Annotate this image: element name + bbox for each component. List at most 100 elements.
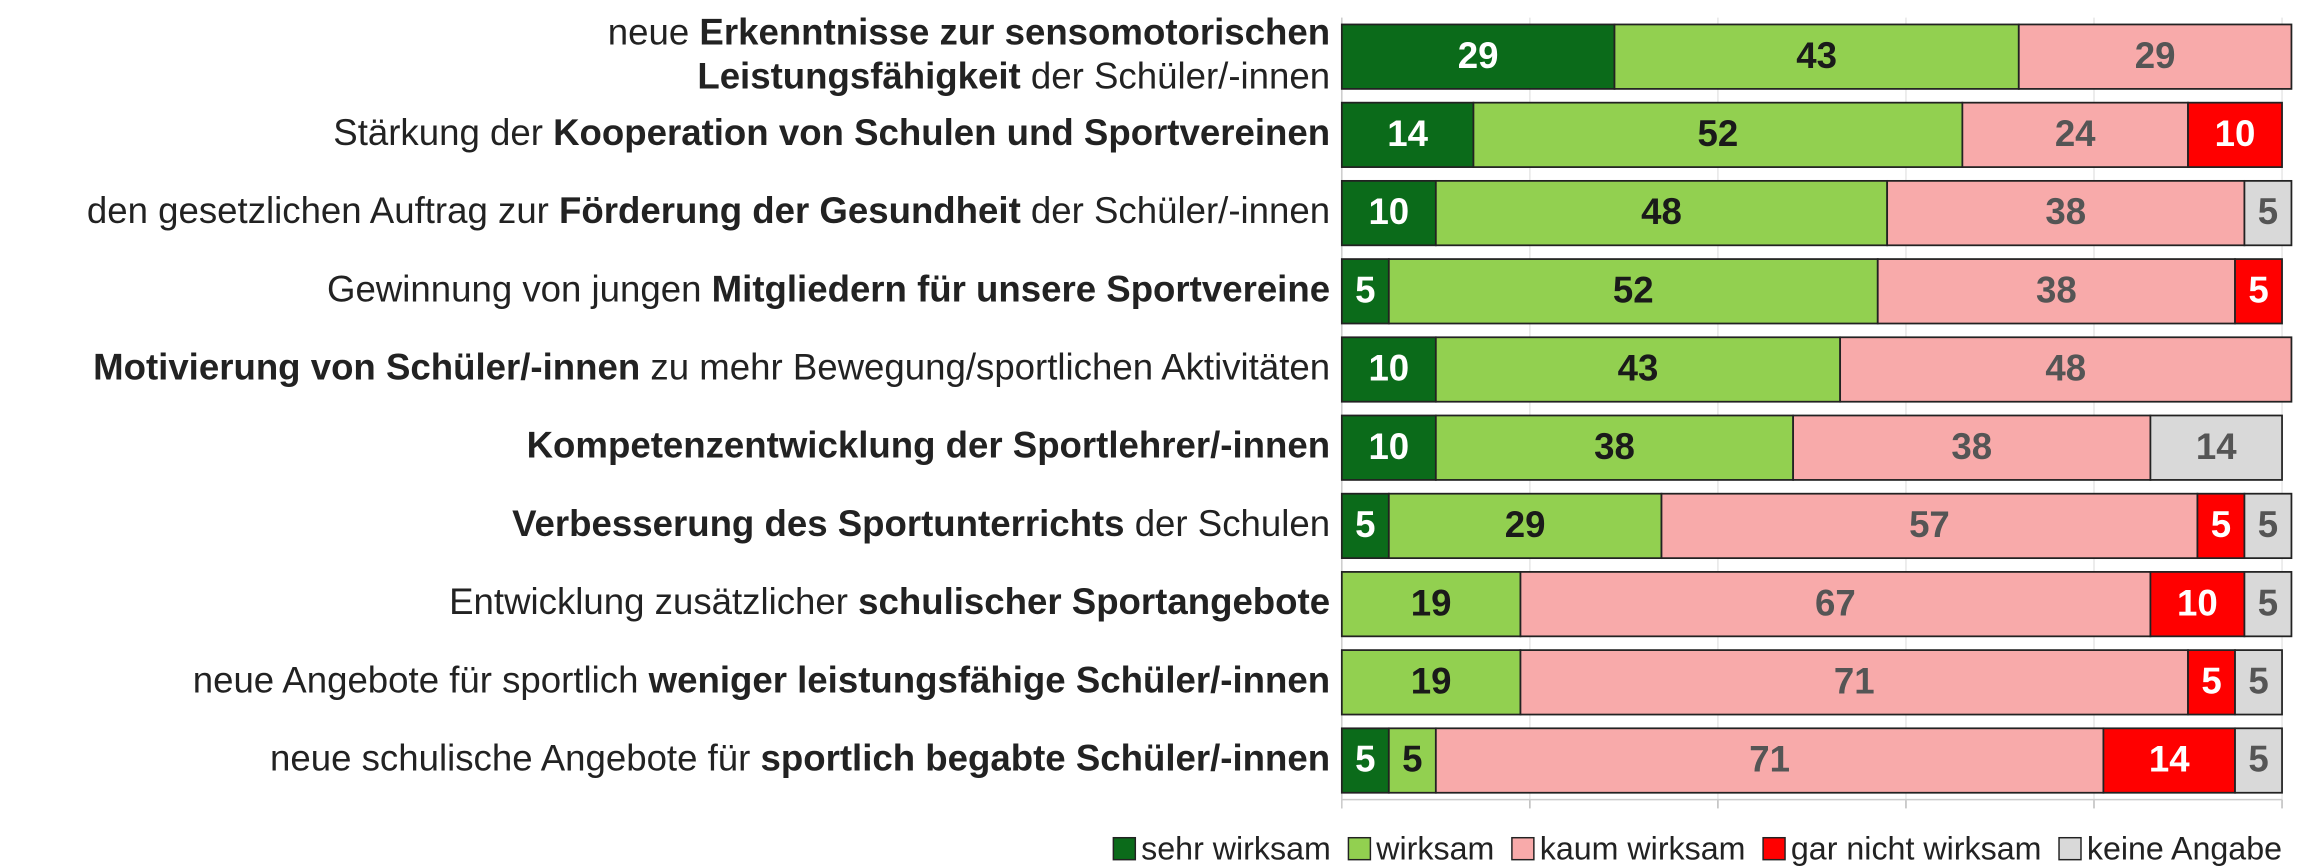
value-label: 10	[1368, 348, 1409, 389]
legend-swatch	[1112, 836, 1137, 861]
value-label: 10	[1368, 426, 1409, 467]
value-label: 5	[2248, 269, 2268, 310]
value-label: 29	[1505, 504, 1546, 545]
value-label: 52	[1613, 269, 1654, 310]
value-label: 19	[1411, 582, 1452, 623]
category-label: Stärkung der Kooperation von Schulen und…	[333, 112, 1330, 153]
value-label: 5	[2201, 660, 2221, 701]
bar-segment	[1340, 649, 1522, 716]
category-label-part: der Schüler/-innen	[1021, 55, 1330, 96]
value-label: 5	[1355, 504, 1375, 545]
bar-segment	[1839, 336, 2293, 403]
bar-segment	[1519, 571, 2152, 638]
category-label-part: Kooperation von Schulen und Sportvereine…	[553, 112, 1330, 153]
value-label: 10	[2177, 582, 2218, 623]
category-label-part: der Schüler/-innen	[1021, 190, 1330, 231]
value-label: 10	[1368, 191, 1409, 232]
bar-segment	[1340, 336, 1437, 403]
legend-swatch	[1511, 836, 1535, 861]
bar-segment	[1961, 101, 2189, 168]
bar-segment	[1876, 258, 2236, 325]
category-label-part: der Schulen	[1125, 503, 1331, 544]
category-label: Entwicklung zusätzlicher schulischer Spo…	[449, 581, 1330, 622]
category-label-part: Mitgliedern für unsere Sportvereine	[712, 268, 1330, 309]
category-label: Motivierung von Schüler/-innen zu mehr B…	[93, 346, 1330, 387]
value-label: 19	[1411, 660, 1452, 701]
value-label: 5	[2248, 660, 2268, 701]
category-label-part: schulischer Sportangebote	[858, 581, 1330, 622]
bar-segment	[1387, 492, 1663, 560]
value-label: 38	[1594, 426, 1635, 467]
category-label-part: Motivierung von Schüler/-innen	[93, 346, 640, 387]
category-label: Leistungsfähigkeit der Schüler/-innen	[697, 55, 1330, 96]
legend-label: keine Angabe	[2087, 830, 2282, 866]
value-label: 38	[1951, 426, 1992, 467]
bar-segment	[1434, 179, 1889, 247]
bar-segment	[1340, 571, 1522, 638]
value-label: 5	[1355, 739, 1375, 780]
category-label-part: Entwicklung zusätzlicher	[449, 581, 858, 622]
category-label-part: zu mehr Bewegung/sportlichen Aktivitäten	[640, 346, 1330, 387]
value-label: 48	[1641, 191, 1682, 232]
value-label: 5	[1355, 269, 1375, 310]
category-label-part: Kompetenzentwicklung der Sportlehrer/-in…	[527, 424, 1330, 465]
category-label: neue Erkenntnisse zur sensomotorischen	[608, 11, 1330, 52]
category-label-part: Verbesserung des Sportunterrichts	[512, 503, 1124, 544]
category-label: neue schulische Angebote für sportlich b…	[270, 737, 1330, 778]
bar-segment	[1792, 414, 2152, 481]
value-label: 38	[2036, 269, 2077, 310]
value-label: 14	[1387, 113, 1428, 154]
bar-segment	[1434, 336, 1842, 403]
value-label: 52	[1698, 113, 1739, 154]
legend-label: sehr wirksam	[1141, 830, 1331, 866]
bar-segment	[2234, 727, 2283, 794]
bar-segment	[1387, 258, 1879, 325]
bar-segment	[2149, 414, 2283, 481]
value-label: 71	[1749, 739, 1790, 780]
bar-segment	[2234, 258, 2283, 325]
bar-segment	[2187, 101, 2283, 168]
value-label: 38	[2045, 191, 2086, 232]
category-label-part: den gesetzlichen Auftrag zur	[87, 190, 559, 231]
category-label-part: Förderung der Gesundheit	[559, 190, 1021, 231]
category-label: Verbesserung des Sportunterrichts der Sc…	[512, 503, 1330, 544]
bar-segment	[1519, 649, 2189, 716]
category-label-part: Gewinnung von jungen	[327, 268, 712, 309]
bar-segment	[2243, 492, 2293, 560]
category-label-part: Erkenntnisse zur sensomotorischen	[699, 11, 1330, 52]
value-label: 57	[1909, 504, 1950, 545]
legend-swatch	[2058, 836, 2082, 861]
value-label: 71	[1834, 660, 1875, 701]
value-label: 67	[1815, 582, 1856, 623]
legend-swatch	[1347, 836, 1372, 861]
value-label: 5	[2258, 504, 2278, 545]
bar-segment	[2017, 23, 2293, 90]
category-label-part: neue Angebote für sportlich	[193, 659, 649, 700]
bar-segment	[1340, 258, 1390, 325]
value-label: 29	[1458, 35, 1499, 76]
bar-segment	[2187, 649, 2236, 716]
value-label: 5	[2258, 191, 2278, 232]
bar-segment	[1340, 179, 1437, 247]
bar-segment	[1660, 492, 2199, 560]
legend-swatch	[1762, 836, 1786, 861]
bar-segment	[2243, 571, 2293, 638]
category-label-part: neue schulische Angebote für	[270, 737, 761, 778]
bar-segment	[1886, 179, 2246, 247]
bar-segment	[2196, 492, 2246, 560]
value-label: 24	[2055, 113, 2096, 154]
category-label: neue Angebote für sportlich weniger leis…	[193, 659, 1330, 700]
category-label: den gesetzlichen Auftrag zur Förderung d…	[87, 190, 1330, 231]
value-label: 5	[1402, 739, 1422, 780]
category-label: Gewinnung von jungen Mitgliedern für uns…	[327, 268, 1330, 309]
value-label: 5	[2248, 739, 2268, 780]
value-label: 10	[2215, 113, 2256, 154]
bar-segment	[2149, 571, 2246, 638]
category-label-part: sportlich begabte Schüler/-innen	[761, 737, 1331, 778]
value-label: 14	[2149, 739, 2190, 780]
category-label-part: weniger leistungsfähige Schüler/-innen	[648, 659, 1330, 700]
category-label-part: neue	[608, 11, 700, 52]
legend: sehr wirksam wirksam kaum wirksam gar nicht…	[1112, 830, 2282, 866]
value-label: 43	[1796, 35, 1837, 76]
